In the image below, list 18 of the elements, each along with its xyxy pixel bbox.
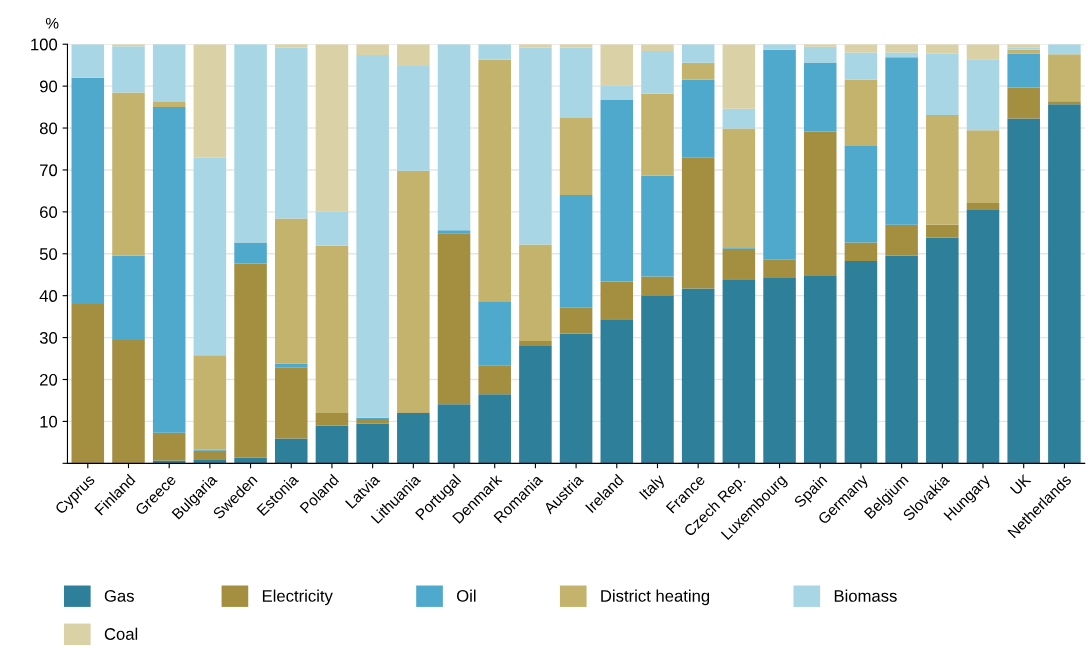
legend-label: Oil <box>457 589 476 602</box>
y-axis-title: % <box>45 17 59 29</box>
y-tick-label: 10 <box>40 415 58 428</box>
y-tick-label: 60 <box>40 206 58 219</box>
y-tick-label: 30 <box>39 331 58 344</box>
legend-label: Coal <box>104 627 138 640</box>
y-tick-label: 90 <box>39 80 58 93</box>
legend-label: Gas <box>104 590 134 602</box>
y-tick-label: 20 <box>40 373 58 386</box>
legend-label: District heating <box>601 589 710 606</box>
legend-label: Biomass <box>834 589 897 602</box>
x-tick-label: Italy <box>638 473 668 502</box>
y-tick-label: 70 <box>40 164 58 177</box>
legend-label: Electricity <box>262 589 333 606</box>
y-tick-label: 80 <box>39 122 58 135</box>
y-tick-label: 40 <box>39 290 58 302</box>
y-tick-label: 100 <box>31 38 58 51</box>
y-tick-label: 50 <box>39 248 58 260</box>
